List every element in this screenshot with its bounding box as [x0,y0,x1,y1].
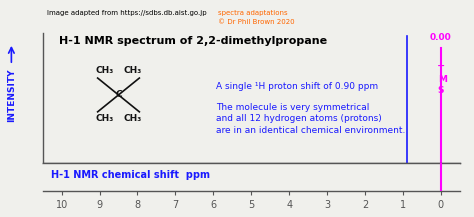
Text: CH₃: CH₃ [96,66,114,76]
Text: CH₃: CH₃ [123,66,141,76]
Text: H-1 NMR chemical shift  ppm: H-1 NMR chemical shift ppm [51,170,210,180]
Text: CH₃: CH₃ [96,114,114,123]
Text: H-1 NMR spectrum of 2,2-dimethylpropane: H-1 NMR spectrum of 2,2-dimethylpropane [59,36,327,46]
Text: A single ¹H proton shift of 0.90 ppm: A single ¹H proton shift of 0.90 ppm [216,82,378,91]
Text: CH₃: CH₃ [123,114,141,123]
Text: spectra adaptations: spectra adaptations [218,10,287,16]
Text: C: C [115,90,122,99]
Text: Image adapted from https://sdbs.db.aist.go.jp: Image adapted from https://sdbs.db.aist.… [47,10,207,16]
Text: 0.00: 0.00 [430,33,452,42]
Text: © Dr Phil Brown 2020: © Dr Phil Brown 2020 [218,19,294,25]
Text: The molecule is very symmetrical
and all 12 hydrogen atoms (protons)
are in an i: The molecule is very symmetrical and all… [216,103,405,135]
Text: T
M
S: T M S [438,65,447,95]
Text: INTENSITY: INTENSITY [7,68,16,122]
